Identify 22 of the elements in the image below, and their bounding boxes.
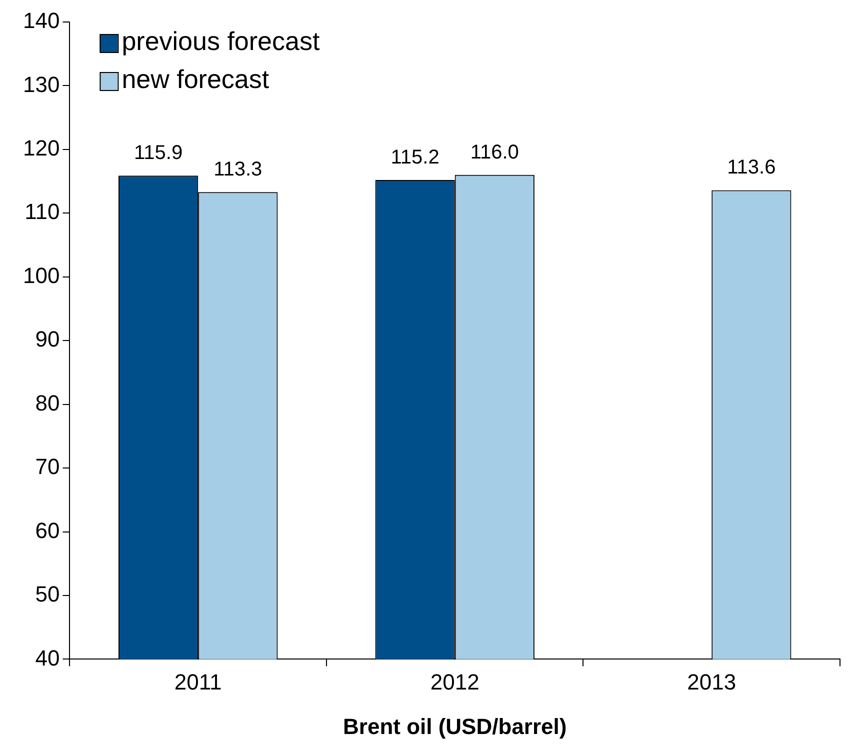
y-tick-label: 60 [35, 518, 60, 543]
y-tick-label: 90 [35, 326, 60, 352]
data-label: 115.9 [134, 142, 183, 164]
y-tick-label: 140 [22, 8, 60, 34]
y-tick-label: 130 [22, 72, 60, 97]
data-label: 113.3 [214, 158, 262, 181]
y-tick-label: 100 [22, 262, 60, 288]
y-tick-label: 40 [35, 645, 60, 670]
y-tick-label: 50 [35, 582, 60, 607]
x-tick-label: 2012 [430, 669, 480, 694]
data-label: 113.6 [727, 156, 776, 179]
legend-label: new forecast [122, 64, 270, 94]
y-tick-label: 120 [22, 136, 60, 161]
y-tick-label: 80 [35, 390, 60, 416]
y-tick-label: 110 [24, 199, 60, 224]
y-tick-label: 70 [35, 454, 60, 480]
legend-label: previous forecast [122, 26, 320, 56]
x-axis-title: Brent oil (USD/barrel) [343, 714, 567, 739]
data-label: 115.2 [390, 146, 440, 169]
x-tick-label: 2013 [687, 669, 736, 694]
data-label: 116.0 [470, 141, 519, 164]
x-tick-label: 2011 [174, 669, 222, 694]
